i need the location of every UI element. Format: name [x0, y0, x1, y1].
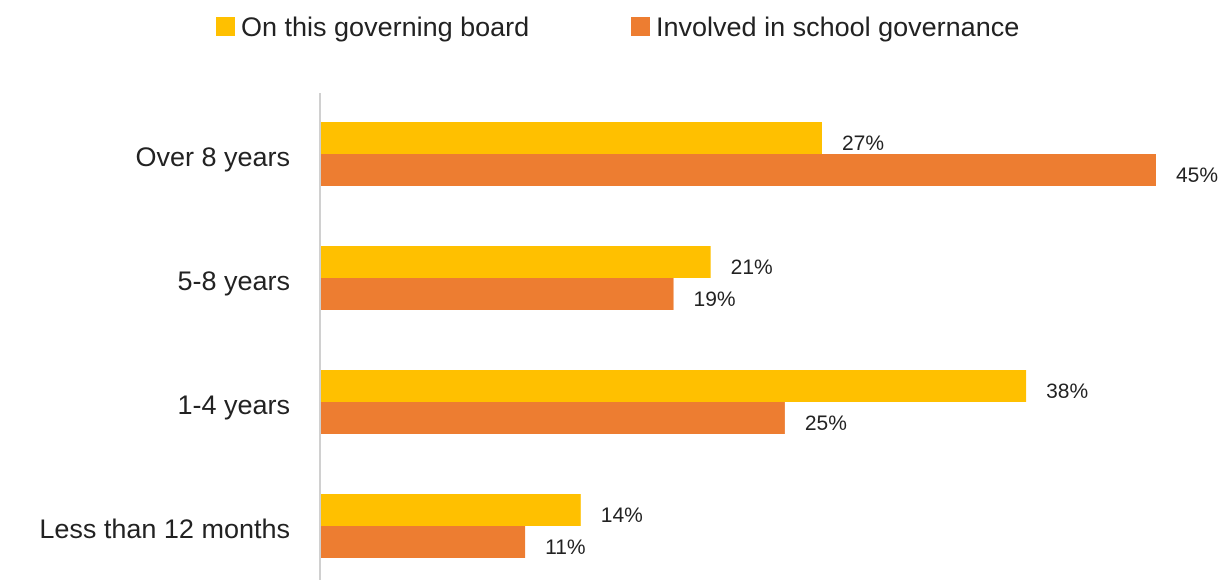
value-labels: 27% 45% 21% 19% 38% 25% 14% 11% [545, 132, 1218, 559]
bar-on-this-governing-board-less-than-12-months [321, 494, 581, 526]
value-label-involved-in-school-governance-5-8-years: 19% [694, 288, 736, 311]
bar-on-this-governing-board-1-4-years [321, 370, 1027, 402]
value-label-involved-in-school-governance-over-8-years: 45% [1176, 164, 1218, 187]
value-label-on-this-governing-board-over-8-years: 27% [842, 132, 884, 155]
bar-involved-in-school-governance-less-than-12-months [321, 526, 526, 558]
value-label-on-this-governing-board-less-than-12-months: 14% [601, 504, 643, 527]
bar-involved-in-school-governance-5-8-years [321, 278, 674, 310]
bars [321, 122, 1156, 558]
legend-label-on-this-governing-board: On this governing board [241, 12, 529, 42]
value-label-involved-in-school-governance-less-than-12-months: 11% [545, 536, 585, 559]
category-label-5-8-years: 5-8 years [177, 266, 290, 296]
value-label-on-this-governing-board-5-8-years: 21% [731, 256, 773, 279]
category-labels: Over 8 years 5-8 years 1-4 years Less than … [39, 142, 290, 544]
category-label-less-than-12-months: Less than 12 months [39, 514, 290, 544]
legend: On this governing board Involved in scho… [216, 12, 1019, 42]
legend-swatch-involved-in-school-governance [631, 17, 650, 36]
value-label-on-this-governing-board-1-4-years: 38% [1046, 380, 1088, 403]
bar-involved-in-school-governance-1-4-years [321, 402, 785, 434]
value-label-involved-in-school-governance-1-4-years: 25% [805, 412, 847, 435]
category-label-1-4-years: 1-4 years [177, 390, 290, 420]
legend-label-involved-in-school-governance: Involved in school governance [656, 12, 1019, 42]
legend-swatch-on-this-governing-board [216, 17, 235, 36]
bar-on-this-governing-board-5-8-years [321, 246, 711, 278]
bar-on-this-governing-board-over-8-years [321, 122, 822, 154]
bar-involved-in-school-governance-over-8-years [321, 154, 1156, 186]
category-label-over-8-years: Over 8 years [135, 142, 290, 172]
